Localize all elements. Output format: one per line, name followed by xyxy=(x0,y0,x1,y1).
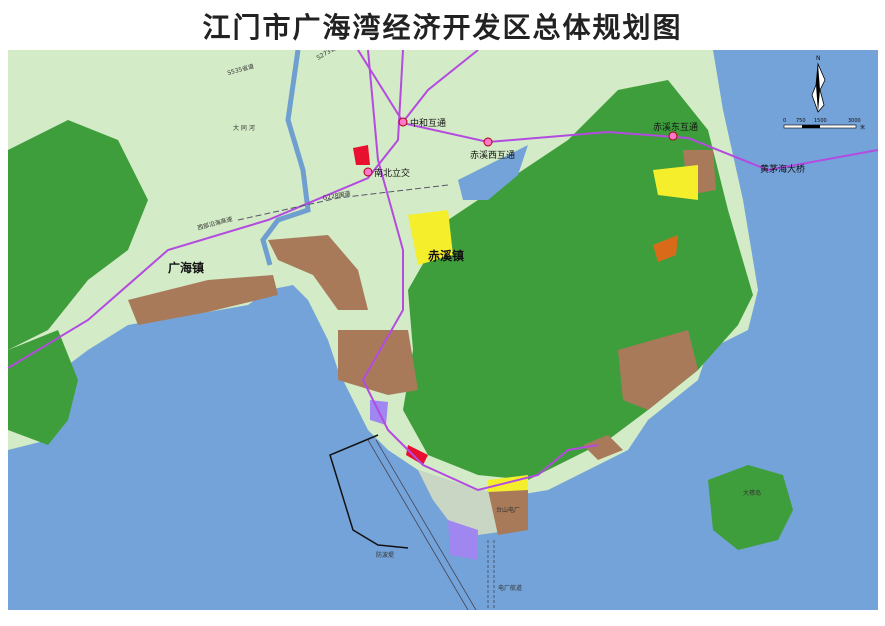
scale-tick-1500: 1500 xyxy=(814,118,827,124)
commercial-block xyxy=(353,145,370,165)
interchange-zhonghe[interactable] xyxy=(398,117,408,127)
label-chixi-west: 赤溪西互通 xyxy=(470,149,515,161)
compass-north-label: N xyxy=(816,55,821,62)
mountain-west xyxy=(8,120,148,350)
port-zone xyxy=(448,520,478,560)
shipping-channel xyxy=(367,439,477,610)
label-datong-river: 大 同 河 xyxy=(233,124,255,132)
island-dajin xyxy=(708,465,793,550)
scale-unit: 米 xyxy=(860,124,865,131)
mountain-southwest xyxy=(8,330,78,445)
peninsula-reserve xyxy=(418,470,518,535)
label-nanbei: 南北立交 xyxy=(374,167,410,179)
industrial-zone-guanghai xyxy=(128,275,278,325)
label-breakwater: 防波堤 xyxy=(376,551,394,559)
residential-chixi xyxy=(408,210,453,265)
industrial-zone xyxy=(268,235,368,310)
label-guanghai-town: 广海镇 xyxy=(168,260,204,275)
expressway-zhonghe[interactable] xyxy=(357,50,479,124)
map-title: 江门市广海湾经济开发区总体规划图 xyxy=(202,11,683,44)
label-s273: S273省道 xyxy=(315,50,343,62)
compass: N xyxy=(811,55,826,113)
label-chixi-town: 赤溪镇 xyxy=(428,248,464,263)
scale-bar: 0 750 1500 3000 米 xyxy=(783,118,865,131)
power-channel-line xyxy=(487,540,495,610)
scale-tick-750: 750 xyxy=(796,118,806,124)
label-zhonghe: 中和互通 xyxy=(410,117,446,129)
reservoir xyxy=(458,145,528,200)
label-chixi-east: 赤溪东互通 xyxy=(653,121,698,133)
industrial-east xyxy=(618,330,698,410)
datong-river xyxy=(260,50,311,266)
scale-tick-0: 0 xyxy=(783,118,786,124)
scale-tick-3000: 3000 xyxy=(848,118,861,124)
industrial-zone-south xyxy=(338,330,418,395)
g228-road[interactable] xyxy=(237,184,449,221)
expressway-north-south[interactable] xyxy=(361,50,599,492)
label-huangmaohai-bridge: 黄茅海大桥 xyxy=(760,163,805,175)
power-plant-zone xyxy=(488,488,528,535)
breakwater-line xyxy=(329,434,409,549)
lake-orange xyxy=(653,235,678,262)
commercial-coast xyxy=(406,445,428,465)
label-power-plant: 台山电厂 xyxy=(496,506,520,514)
residential-east xyxy=(653,165,698,200)
interchange-nanbei[interactable] xyxy=(363,167,373,177)
label-power-channel: 电厂航道 xyxy=(498,584,522,592)
industrial-southeast xyxy=(583,435,623,460)
expressway-east[interactable] xyxy=(397,121,878,172)
planning-map[interactable]: 广海镇 赤溪镇 中和互通 赤溪西互通 南北立交 赤溪东互通 黄茅海大桥 西部沿海… xyxy=(8,50,878,610)
interchange-chixi-east[interactable] xyxy=(668,131,678,141)
western-coastal-expressway[interactable] xyxy=(8,50,404,369)
interchange-chixi-west[interactable] xyxy=(483,137,493,147)
label-island: 大襟岛 xyxy=(743,489,761,497)
